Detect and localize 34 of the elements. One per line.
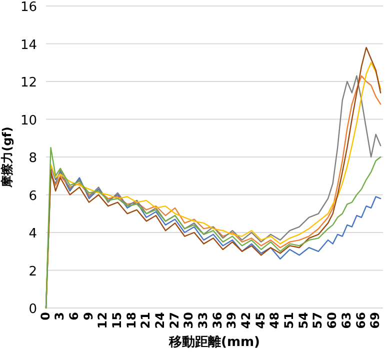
x-tick-label: 15: [110, 312, 124, 329]
y-axis-title: 摩擦力(gf): [0, 126, 14, 188]
x-tick-label: 69: [368, 312, 382, 329]
y-tick-label: 4: [28, 226, 37, 242]
x-tick-label: 3: [52, 312, 67, 320]
x-tick-label: 21: [138, 312, 153, 329]
x-tick-label: 51: [282, 312, 296, 329]
x-tick-label: 54: [296, 312, 310, 329]
y-tick-label: 8: [28, 151, 37, 166]
x-tick-label: 63: [339, 312, 354, 329]
x-tick-label: 57: [310, 312, 325, 329]
x-tick-label: 24: [153, 312, 168, 329]
x-tick-label: 9: [81, 312, 96, 320]
x-axis-title: 移動距離(mm): [168, 335, 260, 350]
x-tick-label: 36: [210, 312, 224, 329]
x-tick-label: 12: [96, 312, 110, 329]
y-tick-label: 14: [20, 38, 37, 53]
x-tick-label: 60: [325, 312, 340, 329]
x-tick-label: 48: [268, 312, 282, 329]
x-tick-label: 6: [66, 312, 81, 320]
x-tick-label: 30: [182, 312, 196, 329]
y-tick-label: 16: [20, 0, 37, 15]
x-tick-label: 45: [253, 312, 268, 329]
x-tick-label: 33: [196, 312, 210, 329]
x-tick-label: 39: [224, 312, 239, 329]
x-tick-label: 27: [167, 312, 182, 329]
x-tick-label: 18: [124, 312, 138, 329]
y-tick-label: 10: [20, 113, 37, 128]
y-tick-label: 12: [20, 76, 37, 90]
y-tick-label: 2: [28, 264, 37, 280]
y-tick-label: 6: [28, 188, 37, 204]
x-tick-label: 66: [354, 312, 368, 329]
x-tick-label: 42: [239, 312, 254, 329]
x-tick-label: 0: [38, 312, 52, 320]
